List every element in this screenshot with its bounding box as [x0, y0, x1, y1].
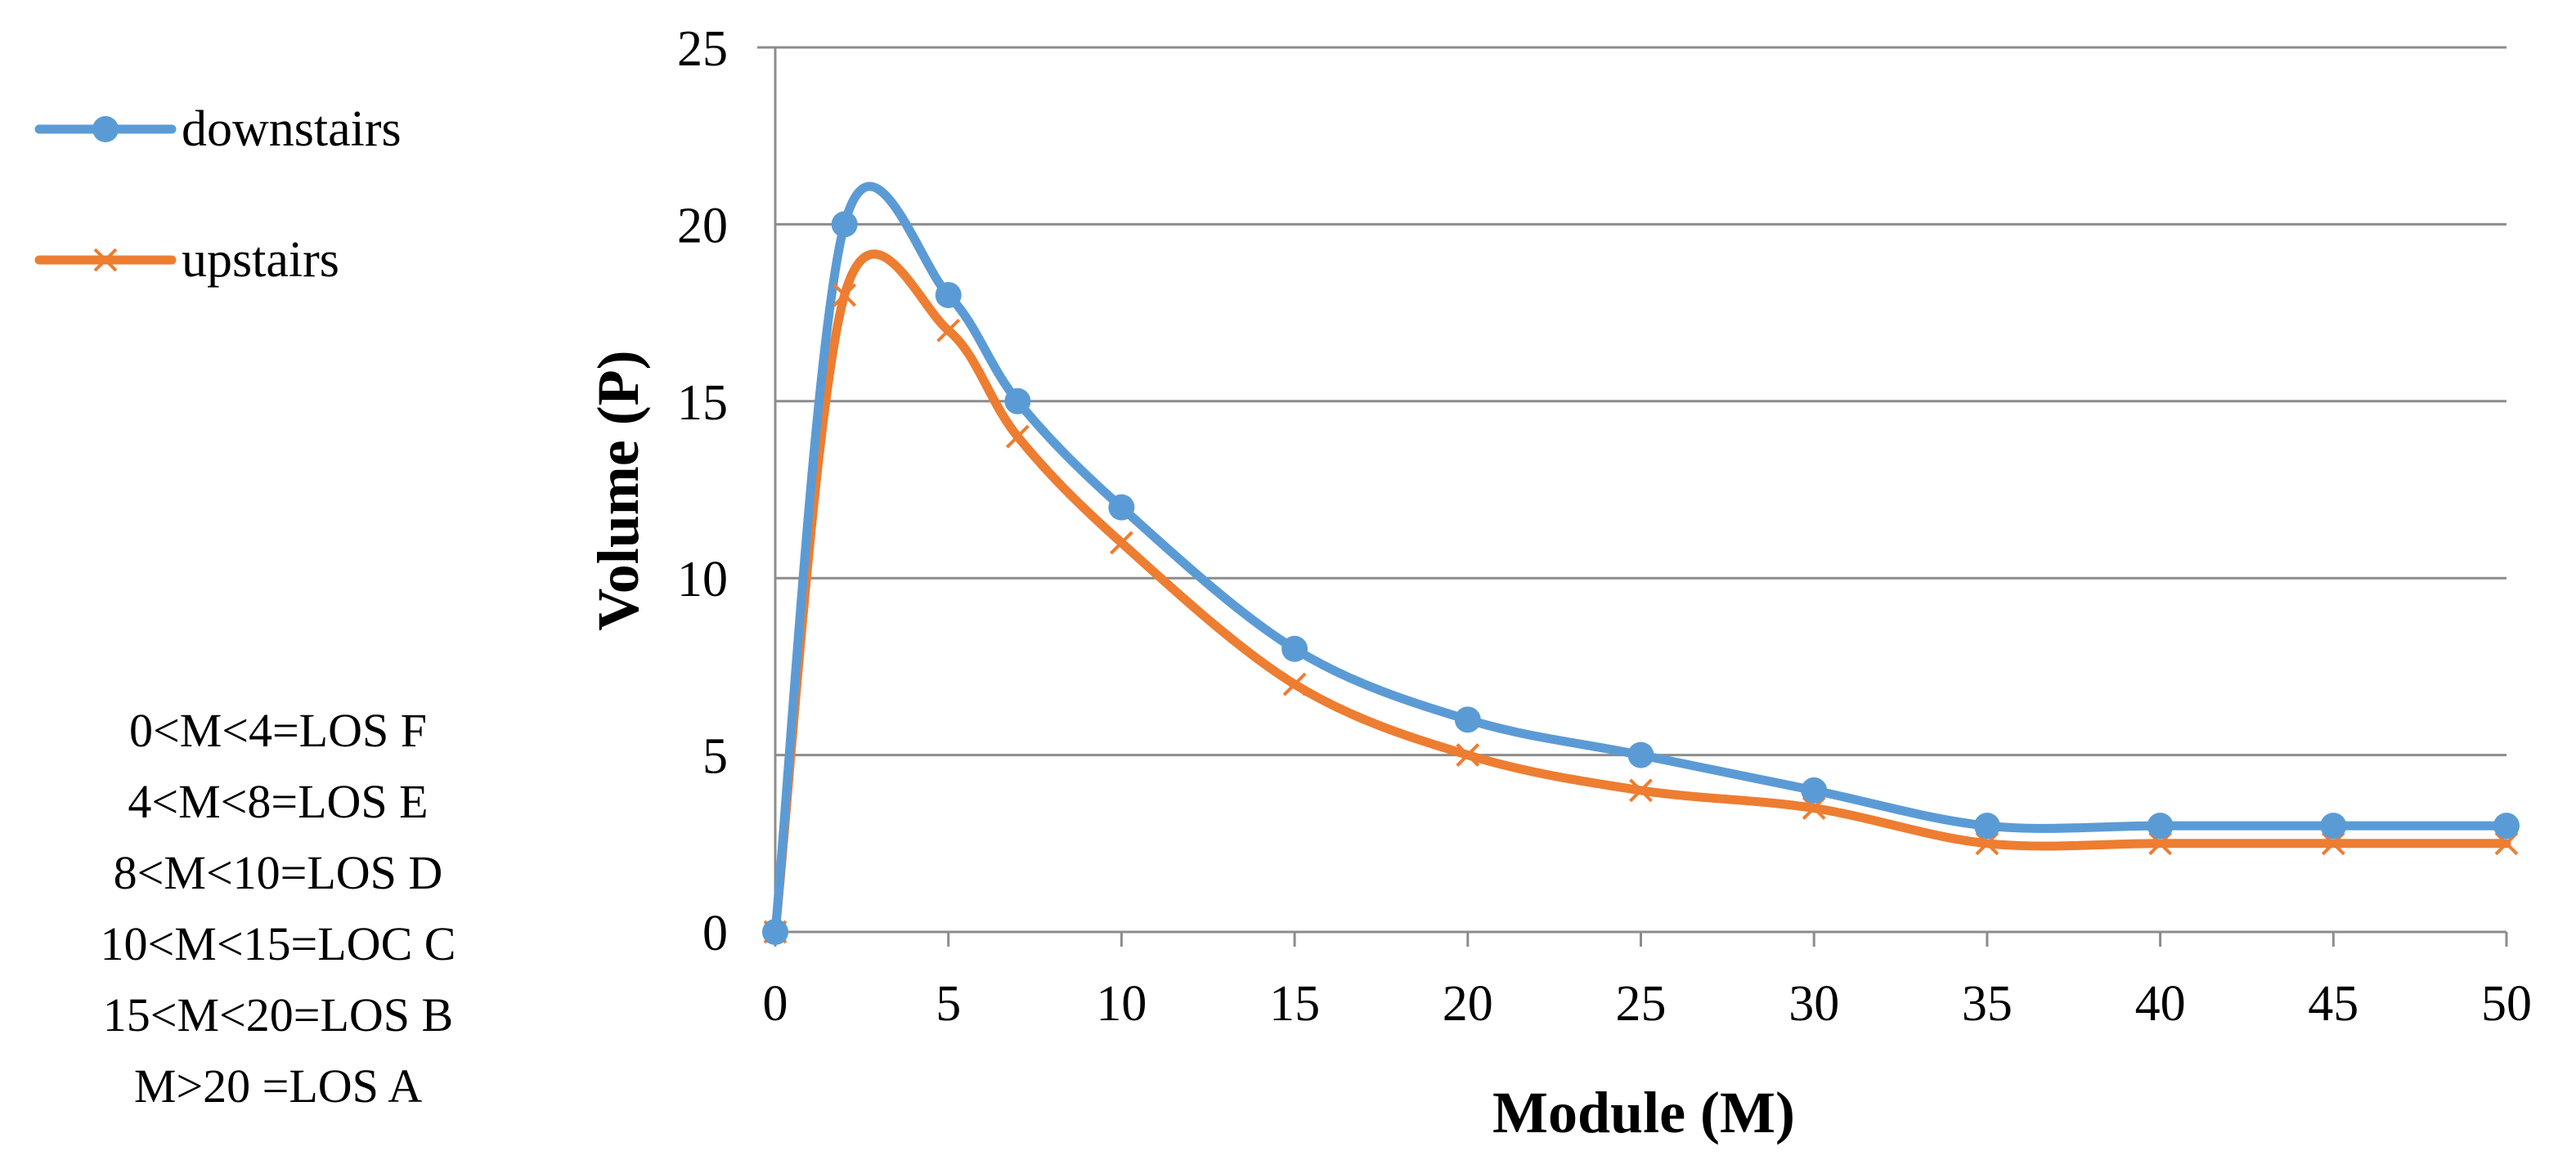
- los-notes: 0<M<4=LOS F 4<M<8=LOS E 8<M<10=LOS D 10<…: [33, 695, 523, 1122]
- series-line-upstairs: [770, 249, 2511, 937]
- upstairs-point: [1456, 743, 1480, 768]
- los-note: 15<M<20=LOS B: [102, 988, 454, 1041]
- legend[interactable]: downstairs upstairs: [34, 101, 402, 288]
- los-note: M>20 =LOS A: [133, 1059, 423, 1113]
- y-tick-labels: 0 5 10 15 20 25: [677, 21, 728, 961]
- downstairs-point: [1627, 741, 1654, 768]
- los-note: 4<M<8=LOS E: [128, 775, 429, 828]
- downstairs-point: [935, 281, 962, 308]
- los-note: 8<M<10=LOS D: [113, 846, 443, 899]
- gridlines: [775, 46, 2506, 757]
- x-marker-stroke: [936, 318, 961, 343]
- x-tick-label: 5: [936, 976, 961, 1032]
- legend-item-downstairs[interactable]: downstairs: [34, 101, 402, 157]
- x-marker-stroke: [1629, 778, 1653, 803]
- x-tick-label: 10: [1096, 976, 1147, 1032]
- legend-label: downstairs: [182, 101, 402, 157]
- x-tick-label: 35: [1962, 976, 2013, 1032]
- upstairs-point: [832, 283, 857, 307]
- legend-label: upstairs: [182, 232, 339, 288]
- los-note: 10<M<15=LOC C: [100, 917, 456, 970]
- legend-marker: [93, 248, 118, 272]
- x-tick-label: 25: [1616, 976, 1667, 1032]
- x-axis-title: Module (M): [1492, 1080, 1795, 1145]
- downstairs-point: [1454, 706, 1481, 733]
- x-tick-label: 50: [2481, 976, 2532, 1032]
- y-tick-label: 0: [702, 906, 728, 961]
- downstairs-point: [2147, 813, 2174, 840]
- downstairs-point: [1108, 494, 1135, 521]
- downstairs-point: [1973, 813, 2000, 840]
- x-tick-label: 15: [1269, 976, 1320, 1032]
- upstairs-point: [1005, 424, 1030, 449]
- series-line-downstairs: [770, 181, 2511, 937]
- x-tick-label: 20: [1443, 976, 1493, 1032]
- y-tick-label: 5: [702, 729, 728, 785]
- x-marker-stroke: [1109, 531, 1133, 555]
- upstairs-point: [936, 318, 961, 343]
- series-markers: [762, 211, 2520, 945]
- legend-item-upstairs[interactable]: upstairs: [34, 232, 339, 288]
- legend-marker: [92, 116, 119, 142]
- x-marker-stroke: [93, 248, 118, 272]
- downstairs-point: [762, 919, 788, 945]
- y-axis-title: Volume (P): [586, 350, 651, 630]
- downstairs-point: [1004, 387, 1031, 414]
- y-tick-label: 20: [677, 198, 728, 253]
- x-tick-label: 40: [2135, 976, 2186, 1032]
- los-note: 0<M<4=LOS F: [128, 704, 428, 757]
- downstairs-point: [1281, 635, 1308, 662]
- downstairs-point: [831, 211, 858, 238]
- y-tick-label: 10: [677, 552, 728, 607]
- x-marker-stroke: [832, 283, 857, 307]
- x-marker-stroke: [1282, 672, 1307, 696]
- upstairs-point: [1282, 672, 1307, 696]
- y-tick-label: 25: [677, 21, 728, 77]
- series-lines: [770, 181, 2511, 937]
- upstairs-point: [1629, 778, 1653, 803]
- y-tick-label: 15: [677, 375, 728, 431]
- downstairs-point: [2320, 813, 2347, 840]
- downstairs-point: [1801, 777, 1828, 804]
- downstairs-point: [2493, 813, 2520, 840]
- x-tick-label: 0: [763, 976, 788, 1032]
- x-tick-label: 45: [2308, 976, 2358, 1032]
- axes: [757, 46, 2508, 947]
- upstairs-point: [1109, 531, 1133, 555]
- x-marker-stroke: [1005, 424, 1030, 449]
- x-tick-label: 30: [1788, 976, 1839, 1032]
- x-marker-stroke: [1456, 743, 1480, 768]
- x-tick-labels: 0 5 10 15 20 25 30 35 40 45 50: [763, 976, 2533, 1032]
